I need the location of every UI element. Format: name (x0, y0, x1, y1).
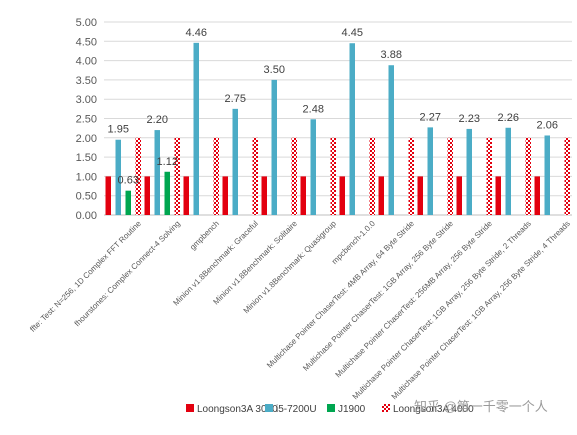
bar-loongson3a-4000 (291, 137, 297, 215)
x-category-label: Multichase Pointer ChaserTest: 4MB Array… (265, 219, 416, 370)
y-tick-label: 4.50 (76, 36, 97, 48)
bar-i5-7200u (193, 42, 199, 216)
data-label: 2.27 (420, 111, 441, 123)
gridlines (104, 21, 572, 216)
y-tick-label: 0.50 (76, 191, 97, 203)
y-tick-label: 1.00 (76, 171, 97, 183)
data-label: 2.48 (303, 103, 324, 115)
y-tick-label: 4.00 (76, 56, 97, 68)
bar-loongson3a-4000 (135, 137, 141, 215)
y-tick-label: 5.00 (76, 17, 97, 29)
x-axis-category-labels: ffte: Test: N=256, 1D Complex FFT Routin… (28, 219, 572, 402)
bar-loongson3a-4000 (369, 137, 375, 215)
y-tick-label: 0.00 (76, 210, 97, 222)
data-label: 0.63 (118, 175, 139, 187)
data-label: 1.95 (108, 124, 129, 136)
bar-i5-7200u (154, 130, 160, 215)
bar-loongson3a-3000 (378, 176, 384, 215)
watermark-text: 知乎 @第一千零一个人 (414, 399, 548, 414)
data-label: 1.12 (157, 156, 178, 168)
y-tick-label: 2.00 (76, 133, 97, 145)
bar-i5-7200u (466, 128, 472, 215)
bar-loongson3a-4000 (447, 137, 453, 215)
bar-loongson3a-3000 (105, 176, 111, 215)
bar-i5-7200u (388, 65, 394, 216)
bar-loongson3a-4000 (252, 137, 258, 215)
legend-swatch (327, 404, 335, 412)
bar-i5-7200u (544, 135, 550, 215)
data-label: 2.26 (498, 112, 519, 124)
bar-loongson3a-4000 (174, 137, 180, 215)
bar-i5-7200u (505, 127, 511, 215)
y-tick-label: 3.50 (76, 75, 97, 87)
data-label: 3.88 (381, 49, 402, 61)
legend-label: J1900 (338, 404, 366, 415)
bar-loongson3a-3000 (534, 176, 540, 215)
y-axis-tick-labels: 0.00 0.50 1.00 1.50 2.00 2.50 3.00 3.50 4.00 4.50… (76, 17, 97, 222)
bar-loongson3a-3000 (261, 176, 267, 215)
data-label: 4.45 (342, 27, 363, 39)
x-category-label: gmpbench (188, 219, 221, 252)
bar-loongson3a-3000 (222, 176, 228, 215)
data-label: 2.23 (459, 113, 480, 125)
bars (105, 42, 570, 216)
bar-loongson3a-3000 (495, 176, 501, 215)
bar-loongson3a-3000 (417, 176, 423, 215)
bar-i5-7200u (271, 79, 277, 216)
bar-i5-7200u (232, 108, 238, 215)
data-label: 2.20 (147, 114, 168, 126)
bar-i5-7200u (427, 127, 433, 215)
bar-loongson3a-4000 (408, 137, 414, 215)
x-category-label: Multichase Pointer ChaserTest: 1GB Array… (301, 219, 455, 373)
bar-i5-7200u (349, 43, 355, 216)
x-category-label: Minion v1.8Benchmark: Solitaire (211, 219, 299, 307)
bar-j1900 (164, 171, 170, 215)
bar-i5-7200u (115, 139, 121, 215)
legend-label: i5-7200U (276, 404, 317, 415)
bar-loongson3a-3000 (456, 176, 462, 215)
legend-label: Loongson3A 3000 (197, 404, 278, 415)
bar-loongson3a-4000 (330, 137, 336, 215)
legend-swatch (382, 404, 390, 412)
x-category-label: Minion v1.8Benchmark: Graceful (171, 219, 260, 308)
y-tick-label: 2.50 (76, 114, 97, 126)
x-category-label: Multichase Pointer ChaserTest: 1GB Array… (351, 219, 533, 401)
y-tick-label: 3.00 (76, 94, 97, 106)
data-label: 3.50 (264, 64, 285, 76)
x-category-label: Multichase Pointer ChaserTest: 1GB Array… (390, 219, 572, 401)
bar-loongson3a-4000 (213, 137, 219, 215)
data-labels: 1.95 2.20 4.46 2.75 3.50 2.48 4.45 3.88 2.27 2.23… (108, 27, 558, 187)
y-tick-label: 1.50 (76, 152, 97, 164)
bar-loongson3a-4000 (525, 137, 531, 215)
data-label: 2.75 (225, 93, 246, 105)
bar-loongson3a-3000 (183, 176, 189, 215)
bar-loongson3a-3000 (339, 176, 345, 215)
bar-loongson3a-3000 (144, 176, 150, 215)
bar-j1900 (125, 190, 131, 215)
bar-loongson3a-4000 (564, 137, 570, 215)
bar-loongson3a-3000 (300, 176, 306, 215)
legend-swatch (186, 404, 194, 412)
bar-loongson3a-4000 (486, 137, 492, 215)
legend-swatch (265, 404, 273, 412)
data-label: 2.06 (537, 119, 558, 131)
data-label: 4.46 (186, 27, 207, 39)
bar-i5-7200u (310, 119, 316, 215)
legend-label: Loongson3A 4000 (393, 404, 474, 415)
